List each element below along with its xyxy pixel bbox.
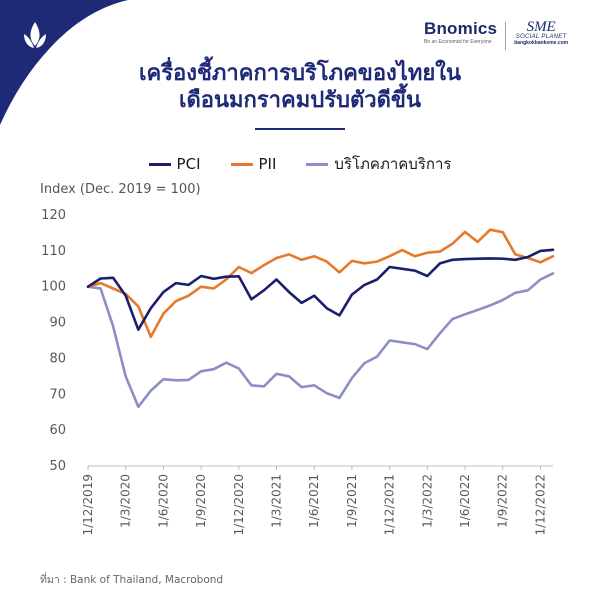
x-tick-label: 1/6/2021 [307,474,321,528]
title-line-1: เครื่องชี้ภาคการบริโภคของไทยใน [138,61,462,86]
y-tick-label: 90 [49,316,66,331]
x-tick-label: 1/6/2022 [458,474,472,528]
legend-label-services: บริโภคภาคบริการ [334,155,452,173]
brand-corner [0,0,128,125]
title-underline [255,128,345,130]
x-tick-label: 1/3/2022 [420,474,434,528]
title-line-2: เดือนมกราคมปรับตัวดีขึ้น [178,88,422,113]
y-tick-label: 80 [49,351,66,366]
source-note: ที่มา : Bank of Thailand, Macrobond [40,574,224,586]
bnomics-name: Bnomics [424,19,498,38]
brand-block: Bnomics Be an Economist for Everyone SME… [424,20,568,50]
x-tick-label: 1/9/2020 [194,474,208,528]
sme-logo: SME SOCIAL PLANET bangkokbanksme.com [514,19,569,47]
legend-item-pci: PCI [148,152,201,176]
y-tick-label: 120 [41,208,66,223]
x-tick-label: 1/12/2022 [533,474,547,536]
x-tick-label: 1/9/2022 [496,474,510,528]
x-tick-label: 1/6/2020 [156,474,170,528]
y-tick-label: 110 [41,244,66,259]
lotus-icon [24,22,46,48]
series-line-pii [86,228,555,339]
legend-swatch-pci [148,162,171,166]
x-tick-label: 1/12/2019 [81,474,95,536]
legend-label-pci: PCI [176,155,201,173]
legend-swatch-pii [230,162,253,166]
y-tick-label: 70 [49,387,66,402]
legend-item-services: บริโภคภาคบริการ [306,152,451,176]
legend-item-pii: PII [230,152,277,176]
legend-label-pii: PII [258,155,277,173]
series-line-services [86,272,555,409]
chart-legend: PCI PII บริโภคภาคบริการ [0,152,600,176]
bnomics-logo: Bnomics Be an Economist for Everyone [424,19,498,46]
series-line-pci [86,248,555,332]
y-tick-label: 60 [49,423,66,438]
x-tick-label: 1/12/2020 [232,474,246,536]
x-tick-label: 1/3/2020 [119,474,133,528]
sme-subtitle: SOCIAL PLANET [515,34,567,40]
y-axis-unit-label: Index (Dec. 2019 = 100) [40,182,201,197]
y-tick-label: 100 [41,280,66,295]
x-tick-label: 1/12/2021 [383,474,397,536]
sme-name: SME [526,19,556,35]
brand-divider [505,22,507,50]
x-tick-label: 1/9/2021 [345,474,359,528]
y-tick-label: 50 [49,459,66,474]
x-tick-label: 1/3/2021 [270,474,284,528]
legend-swatch-services [306,162,329,166]
page-title: เครื่องชี้ภาคการบริโภคของไทยใน เดือนมกรา… [0,60,600,114]
bnomics-tagline: Be an Economist for Everyone [424,39,492,45]
sme-url: bangkokbanksme.com [514,40,569,46]
